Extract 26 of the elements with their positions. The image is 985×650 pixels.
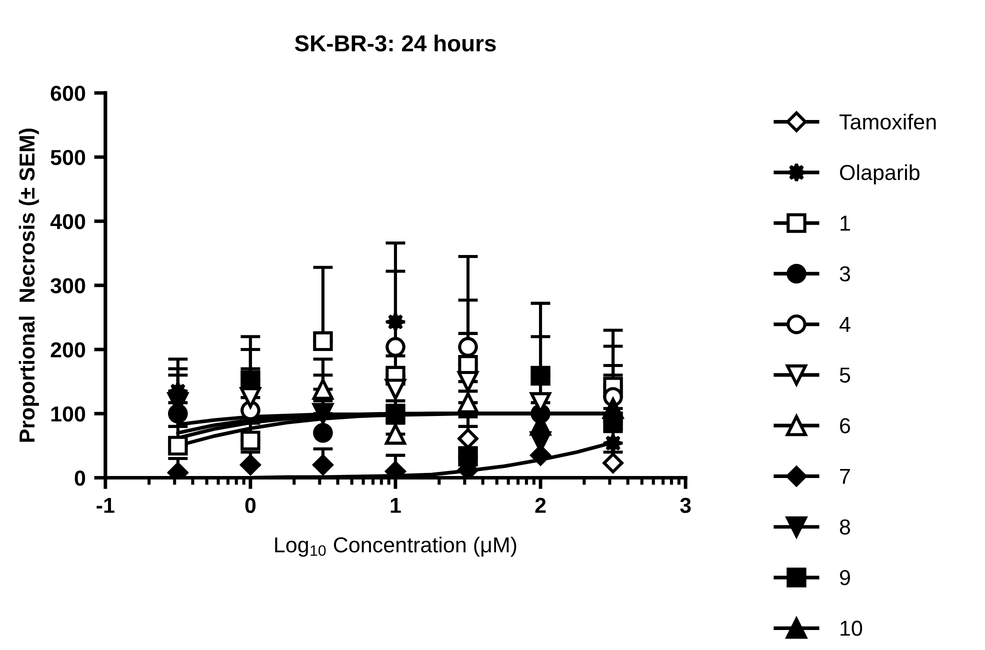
y-tick-label: 400 xyxy=(50,214,86,230)
legend-label: 7 xyxy=(840,468,850,484)
legend-label: 1 xyxy=(840,216,850,231)
legend-label: 6 xyxy=(840,418,850,434)
y-axis-title: Proportional Necrosis (± SEM) xyxy=(18,128,39,442)
legend-label: Tamoxifen xyxy=(839,114,936,130)
legend-label: 8 xyxy=(840,519,850,535)
x-tick-label: 1 xyxy=(390,498,401,513)
legend-label: Olaparib xyxy=(840,164,920,184)
y-tick-label: 0 xyxy=(74,470,86,486)
y-tick-label: 500 xyxy=(50,150,86,166)
x-tick-label: 3 xyxy=(680,498,691,514)
x-tick-label: 0 xyxy=(245,498,256,514)
y-tick-label: 600 xyxy=(50,86,86,101)
legend-label: 5 xyxy=(840,368,850,383)
x-tick-label: 2 xyxy=(535,498,546,513)
legend-label: 4 xyxy=(839,317,850,332)
x-tick-label: -1 xyxy=(96,498,114,513)
chart-title: SK-BR-3: 24 hours xyxy=(294,34,496,52)
y-tick-label: 100 xyxy=(51,406,86,422)
legend-label: 10 xyxy=(840,620,862,636)
x-axis-title: Log$_{10}$ Concentration (μM) xyxy=(275,536,516,557)
y-tick-label: 200 xyxy=(50,342,86,358)
legend-label: 3 xyxy=(840,266,850,282)
y-tick-label: 300 xyxy=(50,278,86,294)
legend-label: 9 xyxy=(840,570,850,586)
